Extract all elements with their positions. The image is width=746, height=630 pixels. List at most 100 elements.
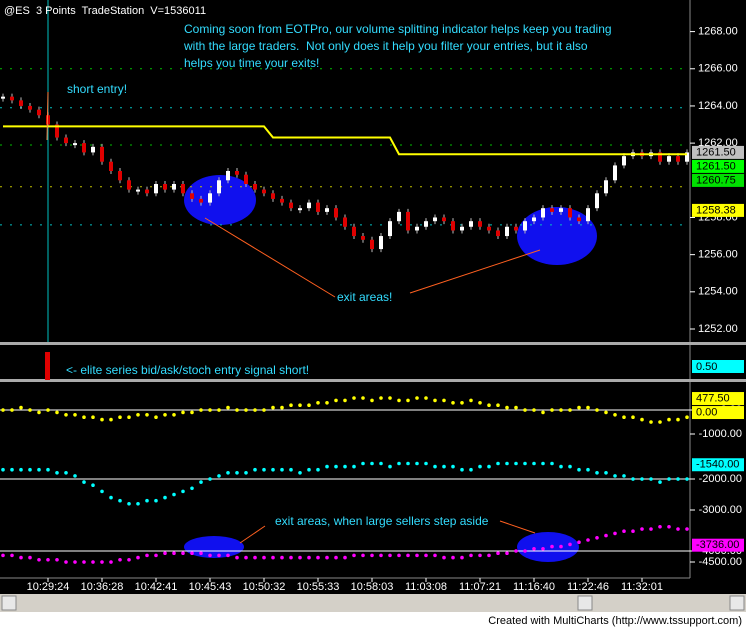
indicator-dot	[604, 410, 608, 415]
indicator-dot	[397, 553, 401, 558]
indicator-dot	[262, 467, 266, 472]
indicator-dot	[406, 461, 410, 466]
indicator-dot	[361, 396, 365, 400]
price-tag	[692, 458, 744, 472]
indicator-dot	[478, 464, 482, 469]
candle	[118, 171, 122, 181]
annotation: short entry!	[67, 82, 127, 96]
indicator-dot	[352, 464, 356, 469]
indicator-dot	[55, 410, 59, 415]
candle	[289, 202, 293, 209]
candle	[109, 161, 113, 171]
indicator-dot	[559, 544, 563, 549]
indicator-dot	[262, 555, 266, 560]
indicator-dot	[433, 398, 437, 403]
indicator-dot	[172, 413, 176, 417]
indicator-dot	[541, 461, 545, 466]
y-tick-label: -3000.00	[699, 504, 742, 516]
candle	[379, 236, 383, 250]
indicator-dot	[46, 408, 50, 412]
indicator-dot	[136, 501, 140, 506]
candle	[541, 208, 545, 218]
candle	[55, 124, 59, 138]
indicator-dot	[460, 401, 464, 405]
indicator-dot	[10, 408, 14, 412]
indicator-dot	[280, 405, 284, 410]
indicator-dot	[217, 408, 221, 412]
candle	[100, 146, 104, 162]
indicator-dot	[595, 536, 599, 540]
background	[0, 0, 746, 612]
indicator-dot	[649, 477, 653, 481]
candle	[613, 165, 617, 181]
indicator-dot	[100, 560, 104, 564]
indicator-dot	[676, 417, 680, 422]
indicator-dot	[586, 538, 590, 542]
indicator-dot	[658, 480, 662, 484]
annotation: with the large traders. Not only does it…	[183, 39, 588, 53]
candle	[433, 217, 437, 222]
indicator-dot	[433, 464, 437, 469]
indicator-dot	[568, 542, 572, 547]
candle	[307, 202, 311, 209]
indicator-dot	[199, 408, 203, 412]
scroll-left[interactable]	[1, 595, 17, 611]
scroll-thumb[interactable]	[577, 595, 593, 611]
x-tick-label: 11:22:46	[567, 581, 609, 593]
candle	[46, 115, 50, 125]
price-tag	[692, 406, 744, 420]
indicator-dot	[352, 553, 356, 558]
candle	[145, 189, 149, 194]
indicator-dot	[334, 398, 338, 403]
signal-bar	[45, 352, 50, 380]
scroll-right[interactable]	[729, 595, 745, 611]
candle	[451, 221, 455, 231]
price-tag	[692, 392, 744, 406]
indicator-dot	[325, 464, 329, 469]
signal-tag	[692, 360, 744, 373]
candle	[667, 156, 671, 162]
price-tag-label: -1540.00	[696, 459, 739, 471]
indicator-dot	[289, 403, 293, 408]
indicator-dot	[451, 401, 455, 405]
indicator-dot	[487, 464, 491, 469]
indicator-dot	[505, 551, 509, 556]
indicator-dot	[298, 470, 302, 475]
candle	[361, 236, 365, 240]
indicator-dot	[190, 486, 194, 491]
indicator-dot	[424, 553, 428, 558]
indicator-dot	[163, 495, 167, 500]
pointer-line	[499, 520, 536, 534]
indicator-dot	[667, 524, 671, 529]
indicator-dot	[685, 527, 689, 531]
price-tag-label: 1261.50	[696, 160, 736, 172]
price-tag	[692, 203, 744, 217]
indicator-dot	[415, 553, 419, 558]
price-tag-label: 1258.38	[696, 204, 736, 216]
x-tick-label: 10:36:28	[81, 581, 124, 593]
y-tick-label: 1254.00	[698, 286, 738, 298]
indicator-dot	[109, 560, 113, 564]
scrollbar[interactable]	[0, 594, 746, 612]
candle	[478, 221, 482, 227]
indicator-dot	[208, 408, 212, 412]
x-tick-label: 10:45:43	[189, 581, 232, 593]
candle	[172, 184, 176, 190]
indicator-dot	[316, 467, 320, 472]
candle	[622, 156, 626, 166]
indicator-dot	[145, 498, 149, 503]
indicator-dot	[217, 474, 221, 478]
indicator-dot	[604, 533, 608, 538]
candle	[217, 180, 221, 194]
indicator-dot	[361, 461, 365, 466]
exit-area	[517, 532, 579, 562]
indicator-dot	[307, 467, 311, 472]
indicator-dot	[451, 555, 455, 560]
price-tag-label: 0.00	[696, 406, 717, 418]
indicator-dot	[109, 495, 113, 500]
indicator-dot	[433, 553, 437, 558]
candle	[568, 208, 572, 218]
indicator-dot	[154, 415, 158, 420]
indicator-dot	[469, 553, 473, 558]
indicator-dot	[307, 555, 311, 560]
